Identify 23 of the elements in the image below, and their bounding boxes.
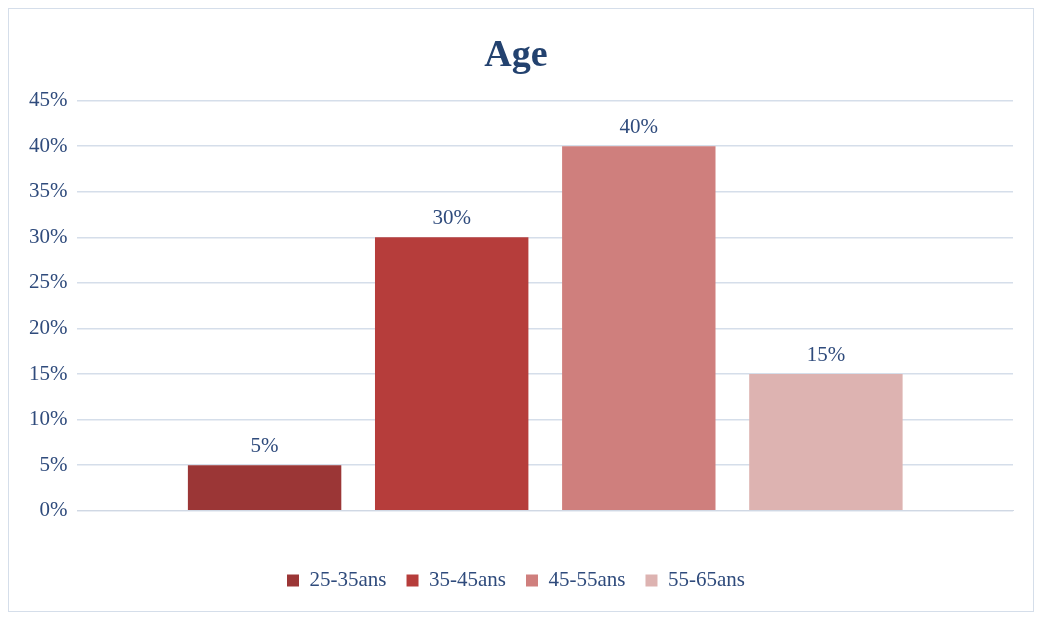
y-tick-label: 5% bbox=[39, 451, 68, 476]
bar bbox=[374, 237, 529, 511]
y-tick-label: 15% bbox=[28, 360, 68, 385]
legend-label: 45-55ans bbox=[548, 567, 626, 592]
y-tick-label: 40% bbox=[28, 132, 68, 157]
data-label: 30% bbox=[432, 205, 471, 230]
bar bbox=[187, 465, 342, 511]
data-label: 15% bbox=[806, 342, 846, 367]
data-label: 5% bbox=[250, 433, 279, 458]
y-tick-label: 0% bbox=[39, 497, 68, 522]
y-tick-label: 10% bbox=[28, 406, 68, 431]
y-tick-label: 35% bbox=[28, 178, 68, 203]
y-tick-label: 45% bbox=[28, 87, 68, 112]
bar bbox=[562, 146, 716, 511]
y-tick-label: 25% bbox=[28, 269, 68, 294]
data-label: 40% bbox=[619, 114, 659, 139]
y-tick-label: 20% bbox=[28, 315, 68, 339]
legend-label: 25-35ans bbox=[309, 567, 387, 592]
legend-label: 55-65ans bbox=[667, 567, 745, 592]
bar bbox=[749, 374, 903, 511]
chart-title: Age bbox=[484, 31, 548, 74]
legend-label: 35-45ans bbox=[429, 567, 507, 592]
y-tick-label: 30% bbox=[28, 223, 68, 248]
